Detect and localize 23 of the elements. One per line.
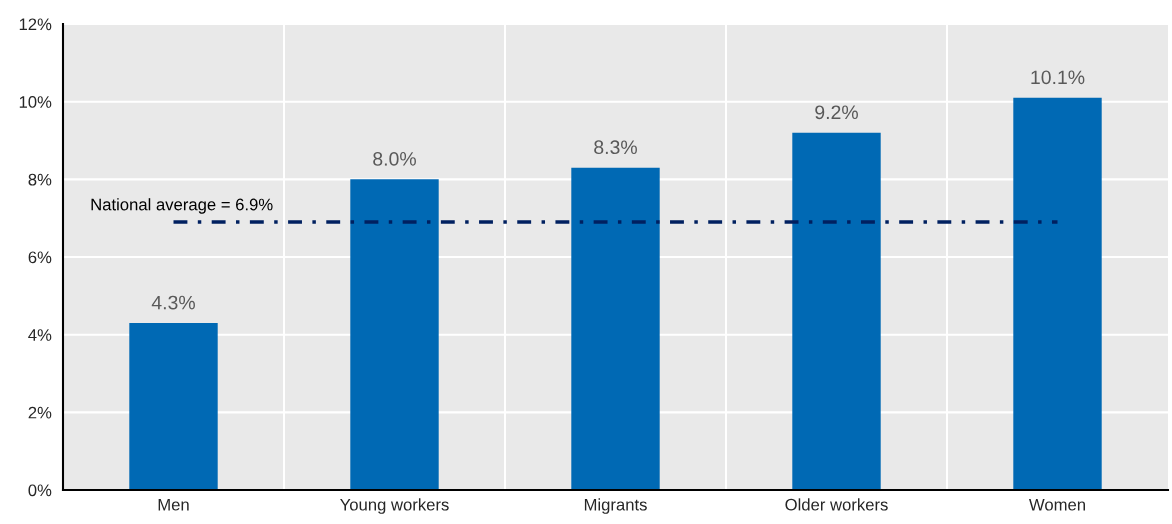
bar xyxy=(1013,97,1102,490)
y-tick-label: 4% xyxy=(28,329,52,341)
y-tick-label: 12% xyxy=(19,18,52,31)
bar xyxy=(129,323,218,490)
y-tick-label: 2% xyxy=(28,406,52,419)
x-tick-label: Young workers xyxy=(340,498,449,514)
bar xyxy=(571,167,660,490)
y-tick-label: 6% xyxy=(28,251,52,264)
data-label: 8.0% xyxy=(373,152,416,166)
x-tick-label: Migrants xyxy=(584,498,647,514)
data-label: 4.3% xyxy=(151,295,195,310)
y-tick-label: 8% xyxy=(28,173,52,186)
x-tick-label: Men xyxy=(158,498,189,511)
y-tick-label: 0% xyxy=(28,484,52,497)
data-label: 9.2% xyxy=(815,105,858,120)
ref-line-label: National average = 6.9% xyxy=(91,198,273,214)
data-label: 10.1% xyxy=(1031,70,1085,85)
x-tick-label: Women xyxy=(1029,498,1085,511)
bar xyxy=(350,179,439,490)
y-tick-label: 10% xyxy=(19,96,52,108)
bar xyxy=(792,132,881,490)
x-tick-label: Older workers xyxy=(785,498,888,511)
data-label: 8.3% xyxy=(594,140,637,155)
